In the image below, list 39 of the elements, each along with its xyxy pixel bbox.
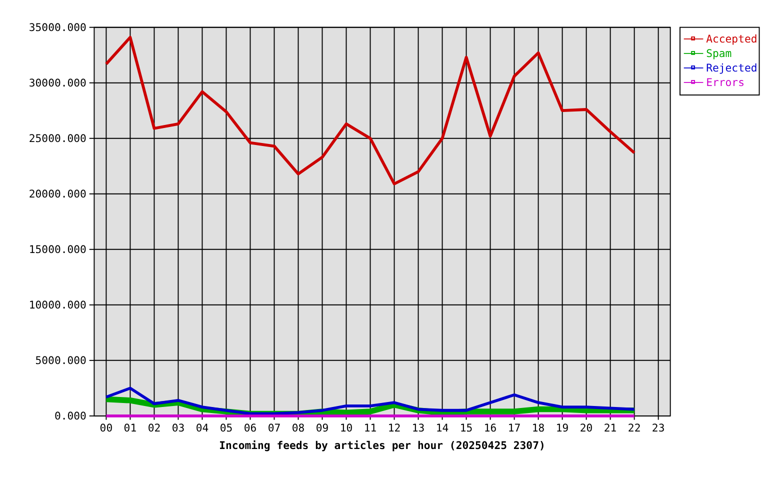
x-tick-label: 15: [460, 421, 473, 434]
x-tick-label: 02: [148, 421, 161, 434]
y-tick-label: 15000.000: [28, 243, 86, 256]
x-tick-label: 01: [124, 421, 137, 434]
legend-label: Errors: [706, 76, 744, 90]
legend-label: Spam: [706, 47, 732, 60]
x-tick-label: 05: [220, 421, 233, 434]
x-tick-label: 11: [364, 421, 377, 434]
legend-label: Rejected: [706, 62, 758, 75]
x-tick-label: 10: [340, 421, 353, 434]
x-axis-title: Incoming feeds by articles per hour (20250425 2307): [219, 438, 546, 452]
x-tick-label: 06: [244, 421, 257, 434]
y-tick-label: 10000.000: [28, 298, 86, 312]
x-tick-label: 04: [196, 421, 209, 434]
x-tick-label: 09: [316, 421, 329, 434]
y-tick-label: 5000.000: [35, 354, 86, 368]
legend-label: Accepted: [706, 32, 758, 46]
y-tick-label: 20000.000: [28, 188, 86, 201]
x-tick-label: 23: [652, 421, 665, 434]
y-tick-label: 0.000: [54, 410, 86, 423]
x-tick-label: 19: [556, 421, 569, 434]
x-tick-label: 14: [436, 421, 449, 434]
x-tick-label: 21: [604, 421, 617, 434]
x-tick-label: 16: [484, 421, 497, 434]
x-tick-label: 12: [388, 421, 401, 434]
x-tick-label: 07: [268, 421, 281, 434]
x-tick-label: 20: [580, 421, 593, 434]
x-tick-label: 22: [628, 421, 641, 434]
line-series: [104, 386, 636, 416]
y-tick-label: 30000.000: [28, 76, 86, 90]
x-tick-label: 00: [100, 421, 113, 434]
line-series: [104, 36, 636, 186]
y-tick-label: 35000.000: [28, 21, 86, 34]
y-tick-label: 25000.000: [28, 132, 86, 146]
x-tick-label: 08: [292, 421, 305, 434]
x-tick-label: 18: [532, 421, 545, 434]
x-tick-label: 03: [172, 421, 185, 434]
x-tick-label: 13: [412, 421, 425, 434]
x-tick-label: 17: [508, 421, 521, 434]
